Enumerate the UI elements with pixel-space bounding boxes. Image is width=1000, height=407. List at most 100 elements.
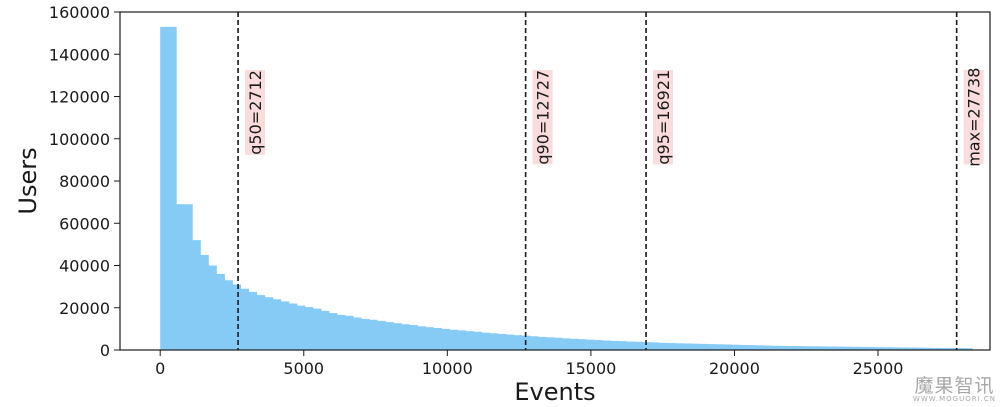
histogram-bar bbox=[224, 280, 233, 350]
histogram-bar bbox=[891, 347, 901, 350]
y-tick-label: 100000 bbox=[49, 130, 110, 149]
quantile-label: q50=2712 bbox=[246, 70, 265, 155]
y-tick-label: 120000 bbox=[49, 88, 110, 107]
histogram-bar bbox=[739, 344, 748, 350]
histogram-bar bbox=[393, 323, 402, 350]
x-axis-ticks: 0 5000 10000 15000 20000 25000 bbox=[155, 350, 903, 378]
histogram-bar bbox=[441, 328, 451, 350]
y-tick-label: 20000 bbox=[59, 299, 110, 318]
histogram-bar bbox=[409, 325, 418, 350]
histogram-bar bbox=[811, 346, 820, 350]
quantile-label: max=27738 bbox=[965, 68, 984, 167]
histogram-bar bbox=[530, 336, 539, 350]
histogram-bar bbox=[618, 341, 627, 350]
histogram-bar bbox=[216, 273, 225, 350]
histogram-bar bbox=[377, 320, 386, 350]
histogram-bar bbox=[200, 254, 209, 350]
histogram-bar bbox=[964, 348, 973, 350]
x-tick-label: 20000 bbox=[709, 359, 760, 378]
histogram-bar bbox=[610, 340, 619, 350]
histogram-bar bbox=[264, 297, 274, 350]
histogram-bar bbox=[248, 291, 258, 350]
histogram-bar bbox=[554, 337, 563, 350]
histogram-bar bbox=[505, 334, 515, 350]
histogram-bar bbox=[755, 345, 764, 350]
histogram-bar bbox=[956, 348, 965, 350]
histogram-bar bbox=[650, 342, 660, 350]
histogram-bar bbox=[240, 288, 250, 350]
histogram-bar bbox=[401, 324, 410, 350]
histogram-bar bbox=[369, 319, 378, 350]
quantile-label-box bbox=[532, 70, 553, 165]
histogram-bar bbox=[883, 347, 893, 350]
quantile-label-box bbox=[245, 70, 266, 155]
histogram-bar bbox=[602, 340, 611, 350]
x-tick-label: 25000 bbox=[853, 359, 904, 378]
histogram-bar bbox=[184, 204, 193, 350]
x-tick-label: 15000 bbox=[565, 359, 616, 378]
histogram-bar bbox=[296, 305, 306, 350]
x-tick-label: 0 bbox=[155, 359, 165, 378]
x-axis-title: Events bbox=[514, 378, 595, 406]
histogram-bar bbox=[763, 345, 772, 350]
histogram-bar bbox=[312, 308, 322, 350]
y-axis-title: Users bbox=[14, 147, 42, 214]
histogram-bar bbox=[256, 295, 266, 350]
watermark: 魔果智讯 WWW.MOGUORI.CN bbox=[913, 377, 996, 403]
histogram-bar bbox=[497, 333, 507, 350]
y-tick-label: 60000 bbox=[59, 214, 110, 233]
quantile-label: q90=12727 bbox=[534, 70, 553, 165]
histogram-bar bbox=[160, 26, 169, 350]
histogram-bar bbox=[385, 322, 394, 350]
histogram-bar bbox=[658, 342, 668, 350]
histogram-bar bbox=[940, 347, 949, 350]
quantile-label: q95=16921 bbox=[654, 70, 673, 165]
histogram-bar bbox=[329, 313, 338, 350]
histogram-bar bbox=[666, 343, 676, 350]
histogram-bar bbox=[489, 333, 499, 350]
histogram-bar bbox=[827, 346, 836, 350]
histogram-bar bbox=[337, 314, 346, 350]
histogram-bar bbox=[425, 327, 434, 350]
y-axis-ticks: 0 20000 40000 60000 80000 100000 120000 140000 1… bbox=[49, 3, 120, 360]
histogram-bar bbox=[907, 347, 917, 350]
histogram-bar bbox=[867, 347, 877, 350]
histogram-bar bbox=[570, 338, 579, 350]
histogram-bar bbox=[706, 344, 716, 350]
histogram-bar bbox=[642, 342, 652, 350]
histogram-bar bbox=[626, 341, 635, 350]
quantile-annotation: max=27738 bbox=[963, 68, 984, 167]
histogram-bar bbox=[288, 303, 298, 350]
histogram-bar bbox=[779, 345, 788, 350]
histogram-bar bbox=[433, 328, 442, 350]
histogram-bar bbox=[457, 330, 467, 350]
y-tick-label: 140000 bbox=[49, 45, 110, 64]
histogram-bar bbox=[345, 315, 354, 350]
histogram-bar bbox=[465, 331, 475, 350]
histogram-bars bbox=[160, 26, 973, 350]
histogram-bar bbox=[634, 341, 643, 350]
histogram-bar bbox=[594, 340, 603, 350]
histogram-bar bbox=[361, 318, 370, 350]
histogram-bar bbox=[417, 326, 426, 350]
histogram-bar bbox=[859, 346, 869, 350]
histogram-bar bbox=[843, 346, 853, 350]
histogram-bar bbox=[803, 346, 812, 350]
histogram-bar bbox=[690, 343, 700, 350]
histogram-bar bbox=[915, 347, 925, 350]
histogram-bar bbox=[714, 344, 724, 350]
histogram-bar bbox=[578, 339, 587, 350]
histogram-bar bbox=[232, 284, 241, 350]
histogram-bar bbox=[923, 347, 933, 350]
histogram-bar bbox=[586, 339, 595, 350]
histogram-bar bbox=[353, 317, 362, 350]
histogram-bar bbox=[304, 307, 314, 350]
histogram-bar bbox=[932, 347, 941, 350]
histogram-bar bbox=[948, 348, 957, 350]
histogram-bar bbox=[538, 336, 547, 350]
histogram-bar bbox=[272, 299, 282, 350]
histogram-bar bbox=[851, 346, 861, 350]
histogram-bar bbox=[698, 343, 708, 350]
histogram-bar bbox=[449, 329, 459, 350]
